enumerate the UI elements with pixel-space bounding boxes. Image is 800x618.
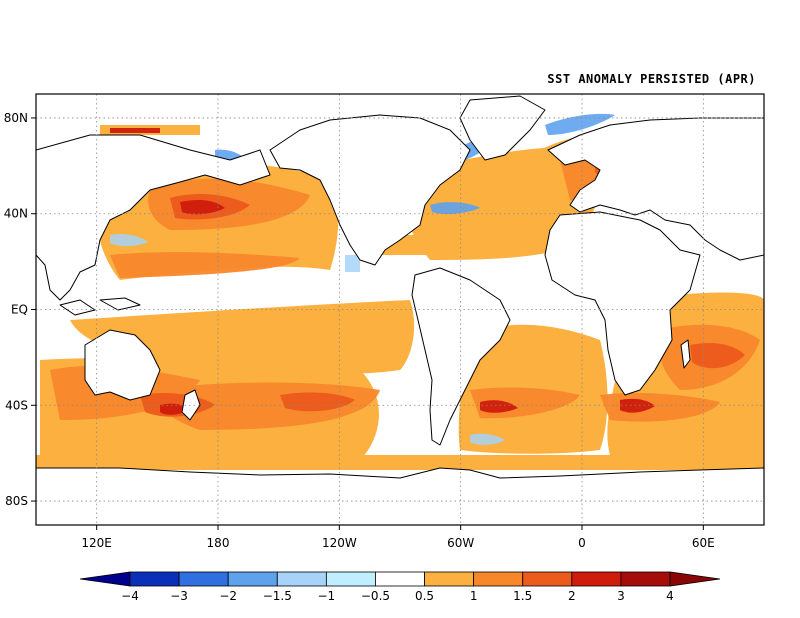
colorbar-tick-label: 3: [617, 589, 625, 603]
colorbar-swatch: [129, 571, 180, 587]
australia: [84, 329, 161, 401]
colorbar-tick-label: −1.5: [263, 589, 292, 603]
colorbar-swatch: [620, 571, 671, 587]
colorbar-tick-label: −0.5: [361, 589, 390, 603]
colorbar-extend-low: [79, 571, 131, 587]
lon-tick-label: 120W: [322, 536, 357, 550]
colorbar-tick-label: 2: [568, 589, 576, 603]
greenland: [459, 95, 546, 161]
colorbar-tick-label: 4: [666, 589, 674, 603]
lon-tick-label: 0: [578, 536, 586, 550]
colorbar-tick-label: −4: [121, 589, 139, 603]
colorbar-swatch: [375, 571, 425, 587]
colorbar-swatch: [178, 571, 229, 587]
colorbar-tick-label: −1: [318, 589, 336, 603]
lat-tick-label: EQ: [11, 303, 28, 317]
colorbar: −4 −3 −2 −1.5 −1 −0.5 0.5 1 1.5 2 3 4: [79, 571, 721, 603]
lon-tick-label: 180: [207, 536, 230, 550]
africa: [544, 211, 701, 396]
north-america: [269, 114, 471, 266]
colorbar-swatch: [522, 571, 573, 587]
colorbar-swatch: [424, 571, 475, 587]
colorbar-tick-label: 0.5: [415, 589, 434, 603]
lon-tick-label: 60E: [692, 536, 715, 550]
lon-tick-label: 60W: [447, 536, 474, 550]
colorbar-swatch: [571, 571, 622, 587]
eurasia: [36, 134, 271, 301]
longitude-axis: 120E 180 120W 60W 0 60E: [81, 525, 715, 550]
colorbar-swatch: [227, 571, 278, 587]
colorbar-swatch: [473, 571, 524, 587]
map-title: SST ANOMALY PERSISTED (APR): [547, 72, 756, 86]
colorbar-swatch: [325, 571, 376, 587]
lat-tick-label: 40N: [4, 207, 28, 221]
lat-tick-label: 40S: [5, 398, 28, 412]
anomaly-field: [36, 95, 764, 525]
colorbar-swatch: [276, 571, 327, 587]
colorbar-extend-high: [669, 571, 721, 587]
latitude-axis: 80N 40N EQ 40S 80S: [4, 111, 36, 508]
colorbar-tick-label: 1: [470, 589, 478, 603]
lat-tick-label: 80N: [4, 111, 28, 125]
lon-tick-label: 120E: [81, 536, 112, 550]
colorbar-tick-label: 1.5: [513, 589, 532, 603]
colorbar-tick-label: −2: [219, 589, 237, 603]
south-america: [411, 267, 511, 446]
continents: [36, 95, 764, 525]
lat-tick-label: 80S: [5, 494, 28, 508]
colorbar-tick-label: −3: [170, 589, 188, 603]
